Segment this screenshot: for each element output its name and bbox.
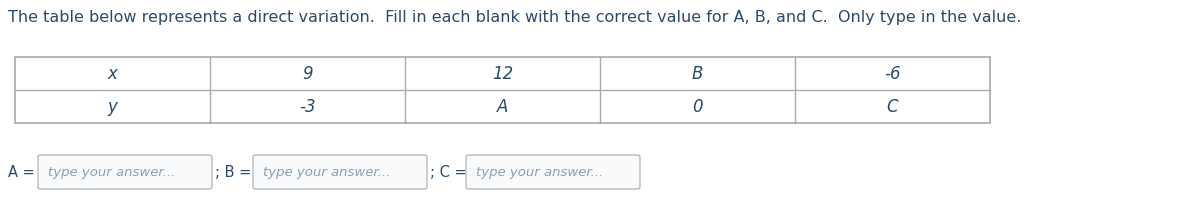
FancyBboxPatch shape [38,155,212,189]
Text: 9: 9 [302,65,313,83]
Text: type your answer...: type your answer... [48,166,175,179]
Text: ; B =: ; B = [215,165,256,180]
FancyBboxPatch shape [253,155,427,189]
Text: x: x [108,65,118,83]
Text: A: A [497,98,508,116]
Bar [14,58,990,123]
Text: -6: -6 [884,65,901,83]
Text: y: y [108,98,118,116]
FancyBboxPatch shape [466,155,640,189]
Text: The table below represents a direct variation.  Fill in each blank with the corr: The table below represents a direct vari… [8,10,1021,25]
Text: B: B [692,65,703,83]
Text: type your answer...: type your answer... [263,166,390,179]
Text: type your answer...: type your answer... [476,166,604,179]
Text: ; C =: ; C = [430,165,472,180]
Text: 0: 0 [692,98,703,116]
Text: A =: A = [8,165,40,180]
Text: 12: 12 [492,65,514,83]
Text: -3: -3 [299,98,316,116]
Text: C: C [887,98,899,116]
